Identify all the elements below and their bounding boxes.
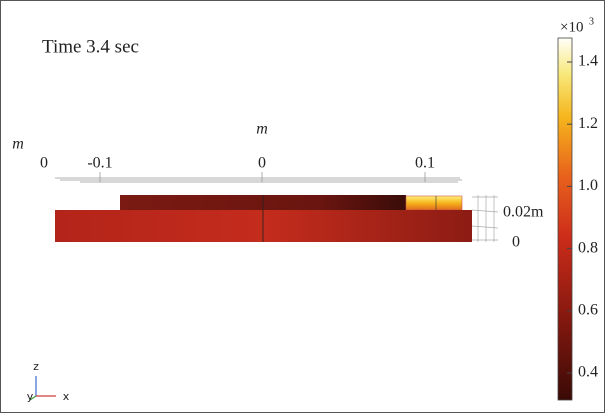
colorbar-label: 0.4 bbox=[578, 364, 598, 381]
colorbar-label: 1.0 bbox=[578, 177, 598, 194]
x-tick: 0.1 bbox=[415, 155, 435, 172]
time-label: Time 3.4 sec bbox=[42, 36, 139, 57]
colorbar-exponent: 3 bbox=[589, 16, 594, 27]
x-tick: 0 bbox=[258, 155, 266, 172]
hot-block bbox=[406, 196, 462, 210]
triad-x: x bbox=[63, 390, 70, 403]
lower-block bbox=[55, 210, 472, 242]
colorbar-label: 0.6 bbox=[578, 301, 598, 318]
triad-z: z bbox=[33, 360, 39, 373]
z-tick: 0.02m bbox=[503, 204, 544, 221]
left-unit: m bbox=[12, 136, 24, 153]
x-tick: -0.1 bbox=[87, 155, 112, 172]
colorbar-label: 1.2 bbox=[578, 115, 598, 132]
colorbar bbox=[558, 38, 572, 400]
x-tick: 0 bbox=[40, 155, 48, 172]
x-unit: m bbox=[256, 121, 268, 138]
colorbar-label: 0.8 bbox=[578, 239, 598, 256]
triad-y: y bbox=[27, 390, 34, 403]
colorbar-multiplier: ×10 bbox=[560, 19, 583, 35]
z-tick: 0 bbox=[512, 234, 520, 251]
colorbar-label: 1.4 bbox=[578, 53, 598, 70]
plot-window: Time 3.4 sec m m 0 -0.1 0 0.1 0.02m 0 ×1… bbox=[0, 0, 605, 413]
